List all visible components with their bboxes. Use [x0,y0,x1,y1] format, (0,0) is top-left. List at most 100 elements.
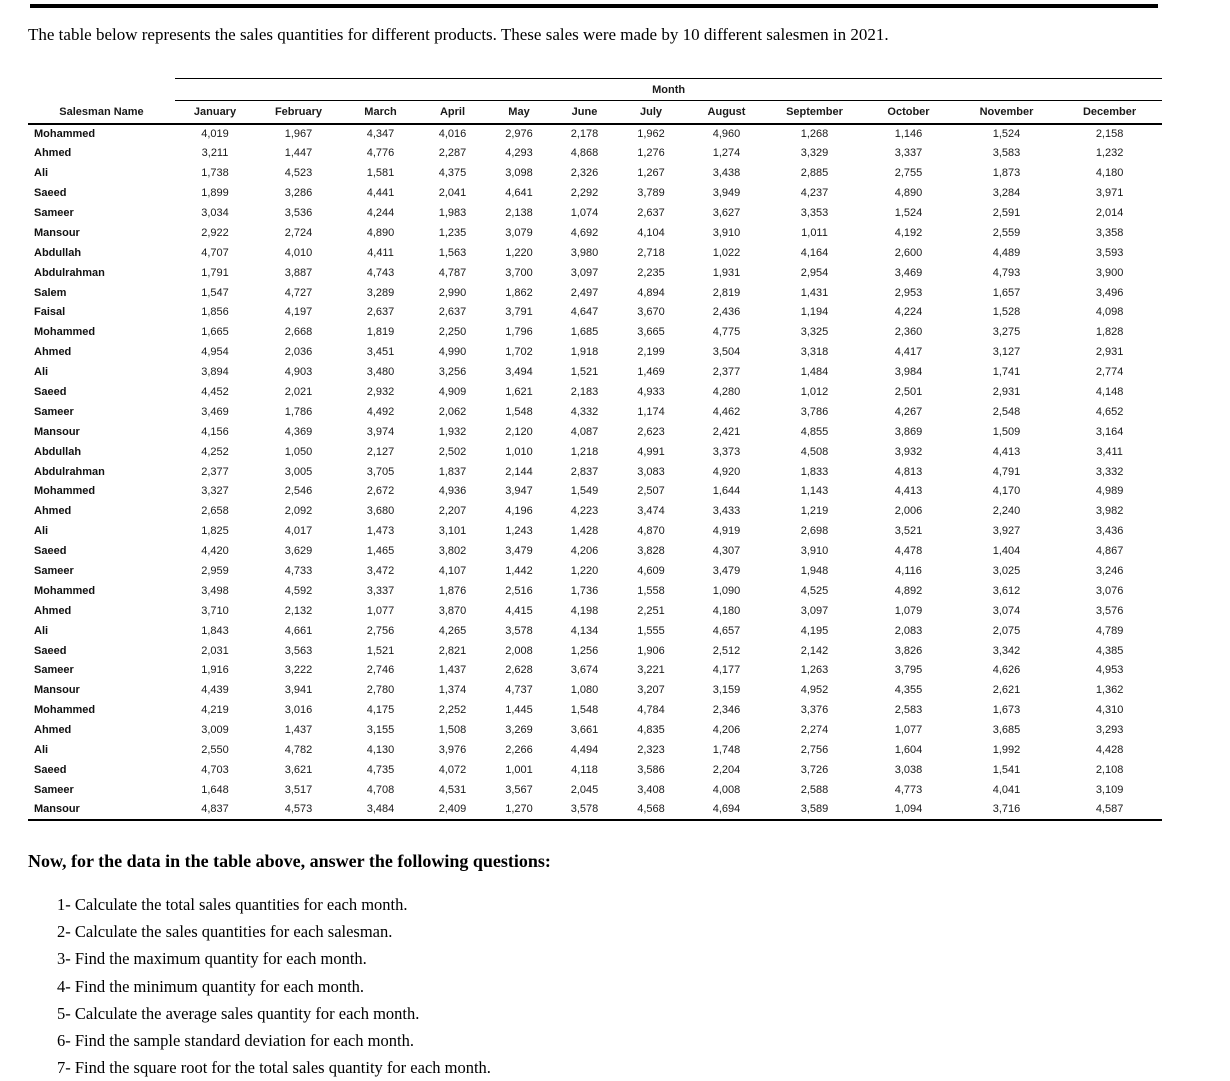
cell-value: 2,041 [438,187,467,200]
question-item: 6- Find the sample standard deviation fo… [57,1030,414,1050]
cell-value: 4,098 [1095,306,1124,319]
cell-value: 3,982 [1095,505,1124,518]
cell-value: 3,828 [637,545,665,558]
cell-value: 2,746 [366,664,395,677]
table-row: Saeed 4,703 3,621 4,735 4,072 1,001 4,118 3,586… [28,760,1162,780]
cell-value: 3,222 [284,664,313,677]
month-group-row: Month [28,78,1163,101]
cell-value: 2,421 [712,425,741,438]
cell-value: 2,637 [366,306,395,319]
cell-value: 2,637 [438,306,467,319]
cell-value: 2,360 [894,326,923,339]
cell-value: 3,700 [505,266,533,279]
page-top-rule [30,4,1158,8]
cell-value: 1,828 [1095,326,1124,339]
cell-value: 3,034 [201,207,229,219]
cell-value: 2,326 [570,167,599,180]
cell-value: 3,583 [992,147,1021,160]
cell-value: 4,223 [570,505,599,518]
cell-value: 3,373 [712,445,741,458]
cell-value: 2,377 [201,465,229,478]
cell-value: 2,323 [637,744,665,757]
cell-value: 3,629 [284,545,313,558]
cell-value: 4,206 [570,545,599,558]
cell-value: 2,583 [894,704,923,717]
cell-value: 1,143 [800,485,829,498]
cell-value: 2,637 [637,207,665,219]
cell-value: 3,438 [712,167,741,180]
cell-value: 2,108 [1095,763,1124,776]
cell-value: 1,547 [201,286,229,299]
cell-value: 1,581 [366,167,395,180]
cell-value: 2,062 [438,405,467,418]
cell-value: 3,521 [894,525,923,538]
cell-value: 3,337 [894,147,923,160]
cell-value: 2,207 [438,505,467,518]
cell-value: 4,787 [438,266,467,279]
cell-value: 3,097 [570,266,599,279]
cell-value: 2,780 [366,684,395,697]
cell-value: 1,528 [992,306,1021,319]
salesman-name-cell: Abdulrahman [34,266,105,279]
cell-value: 3,586 [637,763,665,776]
cell-value: 1,256 [570,644,599,657]
cell-value: 1,080 [570,684,599,697]
cell-value: 1,074 [570,207,599,219]
cell-value: 1,012 [800,386,829,399]
cell-value: 1,445 [505,704,533,717]
cell-value: 4,523 [284,167,313,180]
cell-value: 1,665 [201,326,229,339]
cell-value: 4,130 [366,744,395,757]
cell-value: 4,170 [992,485,1021,498]
cell-value: 1,442 [505,565,533,578]
cell-value: 1,431 [800,286,829,299]
salesman-name-cell: Ahmed [34,147,72,160]
salesman-name-cell: Ali [34,366,49,379]
cell-value: 4,587 [1057,799,1163,821]
cell-value: 1,010 [505,445,533,458]
cell-value: 4,647 [570,306,599,319]
cell-value: 1,702 [505,346,533,359]
cell-value: 1,174 [637,405,665,418]
cell-value: 3,327 [201,485,229,498]
cell-value: 3,504 [712,346,741,359]
month-header-may: May [486,100,552,125]
month-header-july: July [617,100,685,125]
cell-value: 4,568 [617,799,685,821]
cell-value: 3,474 [637,505,665,518]
cell-value: 1,473 [366,525,395,538]
month-header-march: March [342,100,419,125]
cell-value: 3,469 [201,405,229,418]
cell-value: 3,661 [570,724,599,737]
cell-value: 4,953 [1095,664,1124,677]
cell-value: 2,821 [438,644,467,657]
cell-value: 3,976 [438,744,467,757]
cell-value: 4,991 [637,445,665,458]
cell-value: 4,784 [637,704,665,717]
cell-value: 3,207 [637,684,665,697]
salesman-name-cell: Sameer [34,565,74,578]
cell-value: 3,593 [1095,246,1124,259]
table-row: Mohammed 4,219 3,016 4,175 2,252 1,445 1,548 4,… [28,700,1162,720]
cell-value: 2,045 [570,783,599,796]
cell-value: 1,983 [438,207,467,219]
cell-value: 2,204 [712,763,741,776]
cell-value: 2,559 [992,226,1021,239]
cell-value: 2,976 [505,127,533,140]
cell-value: 2,774 [1095,366,1124,379]
cell-value: 3,932 [894,445,923,458]
cell-value: 3,826 [894,644,923,657]
cell-value: 1,541 [992,763,1021,776]
month-header-august: August [685,100,768,125]
cell-value: 4,197 [284,306,313,319]
cell-value: 3,578 [505,624,533,637]
cell-value: 4,180 [712,604,741,617]
cell-value: 1,741 [992,366,1021,379]
cell-value: 2,083 [894,624,923,637]
cell-value: 4,909 [438,386,467,399]
cell-value: 2,274 [800,724,829,737]
cell-value: 1,948 [800,565,829,578]
cell-value: 4,265 [438,624,467,637]
cell-value: 1,657 [992,286,1021,299]
cell-value: 4,773 [894,783,923,796]
